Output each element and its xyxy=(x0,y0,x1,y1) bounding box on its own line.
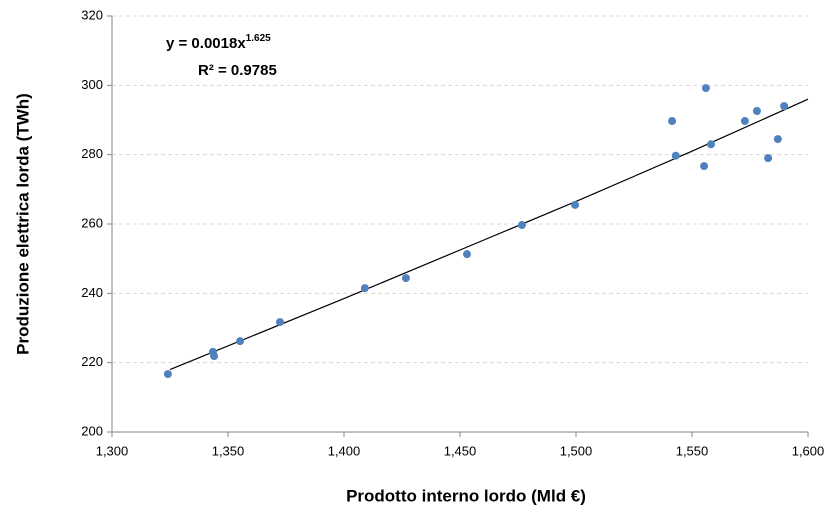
point xyxy=(752,106,761,115)
point xyxy=(740,117,749,126)
equation: y = 0.0018x1.625 xyxy=(166,33,271,52)
y-axis-label: Produzione elettrica lorda (TWh) xyxy=(13,93,32,355)
point xyxy=(668,117,677,126)
point xyxy=(764,154,773,163)
x-tick-label: 1,500 xyxy=(560,443,593,458)
equation-exponent: 1.625 xyxy=(246,33,271,44)
point xyxy=(275,318,284,327)
y-tick-label: 260 xyxy=(81,215,103,230)
y-tick-label: 300 xyxy=(81,77,103,92)
point xyxy=(210,352,219,361)
point xyxy=(236,337,245,346)
x-axis-label: Prodotto interno lordo (Mld €) xyxy=(346,486,586,505)
y-tick-label: 200 xyxy=(81,423,103,438)
point xyxy=(517,221,526,230)
point xyxy=(360,284,369,293)
point xyxy=(700,162,709,171)
x-tick-label: 1,350 xyxy=(212,443,245,458)
y-tick-label: 220 xyxy=(81,354,103,369)
y-tick-label: 240 xyxy=(81,285,103,300)
x-tick-label: 1,300 xyxy=(96,443,129,458)
point xyxy=(671,151,680,160)
point xyxy=(401,274,410,283)
trendline xyxy=(169,98,809,371)
point xyxy=(571,200,580,209)
equation-text: y = 0.0018x xyxy=(166,35,246,52)
point xyxy=(780,102,789,111)
x-tick-label: 1,400 xyxy=(328,443,361,458)
x-tick-label: 1,550 xyxy=(676,443,709,458)
x-tick-label: 1,600 xyxy=(792,443,825,458)
r-squared: R² = 0.9785 xyxy=(198,62,277,79)
point xyxy=(701,84,710,93)
point xyxy=(707,140,716,149)
y-tick-label: 320 xyxy=(81,7,103,22)
x-tick-label: 1,450 xyxy=(444,443,477,458)
point xyxy=(163,370,172,379)
point xyxy=(773,135,782,144)
point xyxy=(462,250,471,259)
y-tick-label: 280 xyxy=(81,146,103,161)
